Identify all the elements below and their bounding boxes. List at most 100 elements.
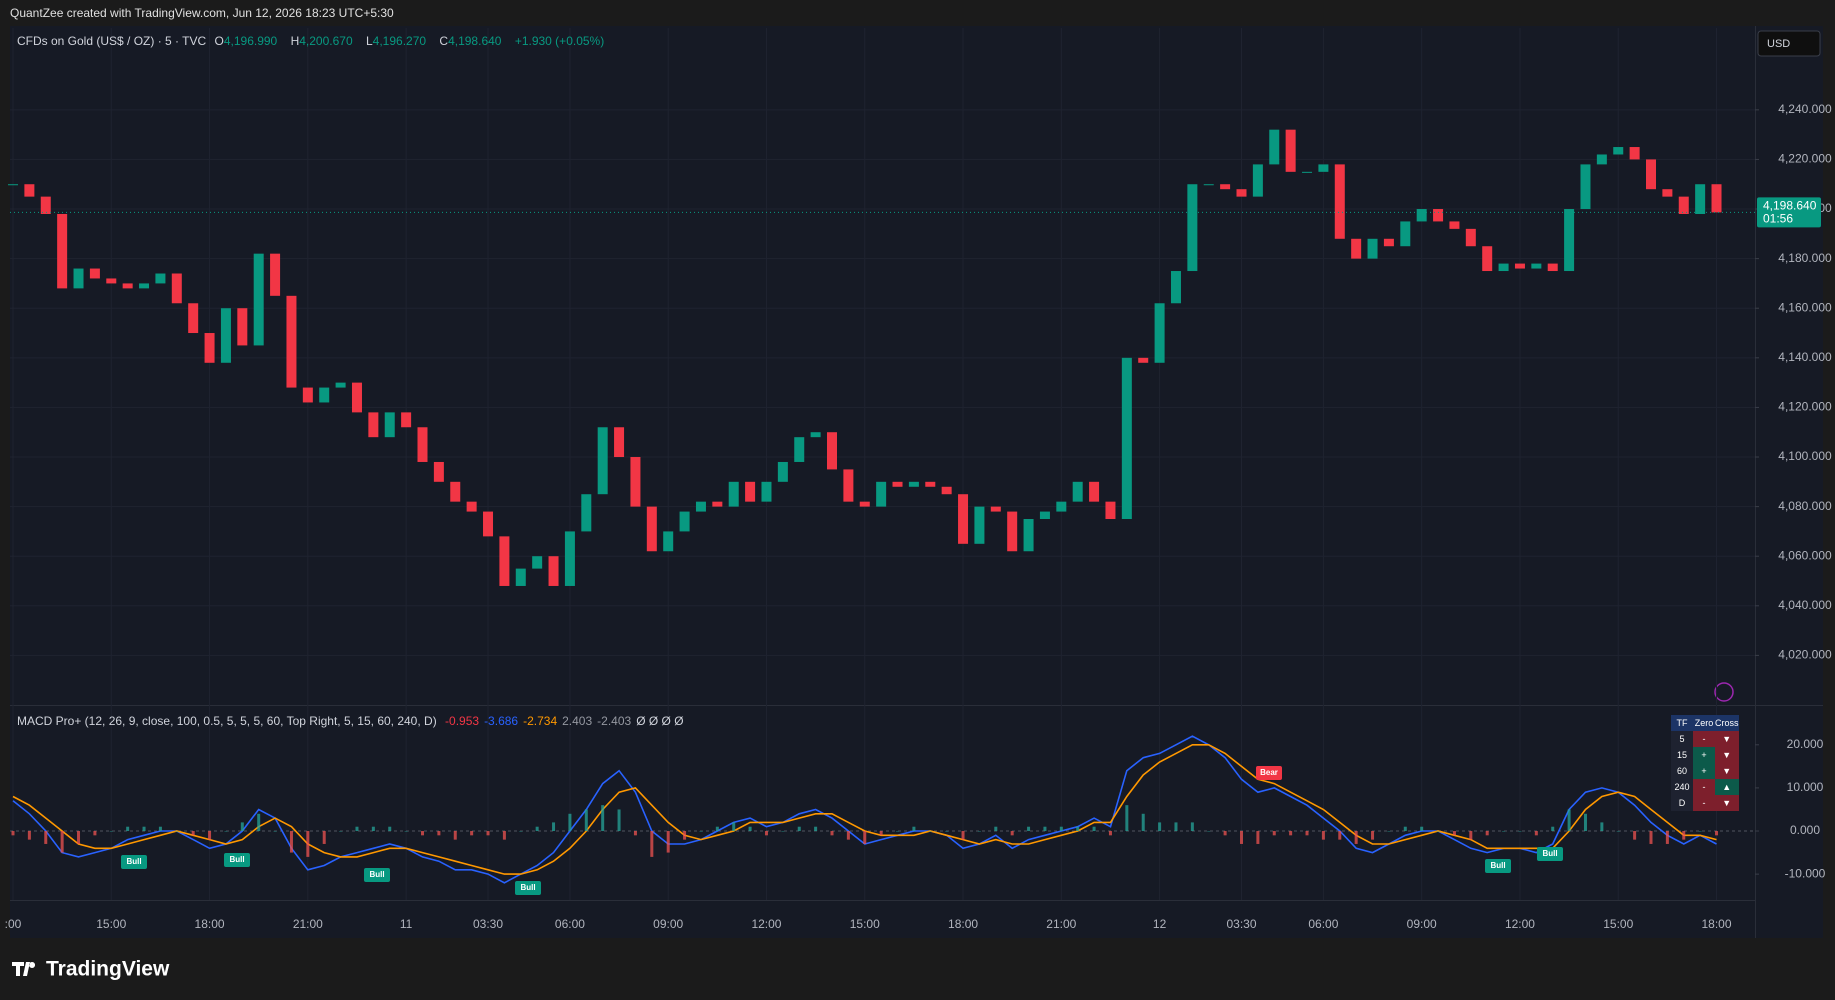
candle	[1662, 189, 1673, 197]
candle	[1465, 228, 1476, 247]
histogram-bar	[470, 831, 474, 836]
signal-label: Bull	[520, 883, 535, 892]
legend-value: -2.734	[523, 714, 558, 728]
candle	[335, 382, 346, 388]
candle	[827, 432, 837, 470]
histogram-bar	[666, 831, 670, 853]
histogram-bar	[1125, 805, 1129, 832]
candle	[171, 273, 182, 304]
y-tick-label: 4,120.000	[1778, 400, 1832, 414]
x-tick-label: 18:00	[195, 917, 225, 931]
y-tick-label: 4,160.000	[1778, 300, 1832, 314]
candle	[1416, 209, 1427, 222]
histogram-bar	[1289, 831, 1293, 836]
histogram-bar	[977, 831, 981, 832]
histogram-bar	[1567, 809, 1571, 832]
table-row: 60 + ▼	[1671, 763, 1739, 779]
candle	[695, 501, 706, 512]
candle	[1334, 164, 1345, 239]
candle	[1514, 263, 1525, 269]
y-tick-label: 4,080.000	[1778, 499, 1832, 513]
x-tick-label: 03:30	[473, 917, 503, 931]
histogram-bar	[453, 831, 457, 840]
currency-box[interactable]	[1757, 30, 1821, 57]
last-price-label: 4,198.640	[1763, 199, 1817, 213]
histogram-bar	[208, 831, 212, 840]
legend-value: 2.403	[562, 714, 593, 728]
table-row: 15 + ▼	[1671, 747, 1739, 763]
macd-legend: MACD Pro+ (12, 26, 9, close, 100, 0.5, 5…	[17, 714, 689, 728]
ohlc-value: 4,198.640	[448, 34, 502, 48]
y-tick-label: 4,020.000	[1778, 648, 1832, 662]
histogram-bar	[191, 831, 195, 836]
indicator-title: MACD Pro+ (12, 26, 9, close, 100, 0.5, 5…	[17, 714, 437, 728]
candle	[1154, 303, 1165, 363]
y-tick-label: 4,180.000	[1778, 251, 1832, 265]
candle	[1039, 511, 1050, 520]
candle	[1482, 246, 1493, 272]
candle	[450, 481, 461, 502]
candle	[990, 506, 1001, 512]
histogram-bar	[273, 831, 277, 832]
cross-cell: ▼	[1715, 747, 1739, 763]
y-tick-label: 4,220.000	[1778, 152, 1832, 166]
legend-value: -2.403	[597, 714, 632, 728]
signal-badge	[1537, 847, 1563, 861]
candle	[908, 481, 919, 487]
histogram-bar	[1698, 831, 1702, 832]
zero-cell: -	[1693, 779, 1715, 795]
histogram-bar	[60, 831, 64, 853]
x-tick-label: 12:00	[751, 917, 781, 931]
table-row: 240- ▲	[1671, 779, 1739, 795]
ohlc-value: 4,200.670	[299, 34, 353, 48]
tf-cell: 240	[1671, 779, 1693, 795]
histogram-bar	[846, 831, 850, 840]
histogram-bar	[961, 831, 965, 840]
x-tick-label: 21:00	[1046, 917, 1076, 931]
histogram-bar	[1158, 822, 1162, 832]
ohlc-value: 4,196.270	[372, 34, 427, 48]
histogram-bar	[912, 826, 916, 832]
candle	[368, 412, 379, 438]
y-tick-label: 4,060.000	[1778, 548, 1832, 562]
candle	[499, 536, 510, 586]
signal-badge	[121, 855, 147, 869]
candle	[401, 412, 412, 428]
currency[interactable]: USD	[1767, 38, 1790, 50]
candle	[1678, 196, 1689, 214]
histogram-bar	[1518, 831, 1522, 832]
histogram-bar	[568, 813, 572, 832]
histogram-bar	[289, 831, 293, 853]
histogram-bar	[44, 831, 48, 844]
candle	[8, 184, 18, 186]
candle	[1252, 164, 1263, 197]
candle	[712, 501, 723, 507]
histogram-bar	[748, 826, 752, 832]
last-price-box	[1757, 197, 1821, 228]
histogram-bar	[1043, 826, 1047, 832]
histogram-bar	[1321, 831, 1325, 840]
histogram-bar	[732, 822, 736, 832]
histogram-bar	[1682, 831, 1686, 840]
candle	[1302, 171, 1313, 173]
candle	[941, 486, 952, 495]
histogram-bar	[1633, 831, 1637, 840]
x-tick-label: 09:00	[653, 917, 683, 931]
zero-cell: -	[1693, 795, 1715, 811]
histogram-bar	[1010, 831, 1014, 836]
candle	[1547, 263, 1558, 272]
cross-cell: ▼	[1715, 731, 1739, 747]
candle	[1121, 357, 1132, 520]
zero-cell: +	[1693, 747, 1715, 763]
candle	[1596, 154, 1607, 165]
histogram-bar	[175, 831, 179, 832]
candle	[24, 184, 35, 197]
candle	[892, 481, 903, 487]
histogram-bar	[224, 831, 228, 832]
alert-icon[interactable]	[1714, 682, 1734, 702]
histogram-bar	[1190, 822, 1194, 832]
histogram-bar	[240, 822, 244, 832]
histogram-bar	[109, 831, 113, 832]
candle	[1498, 263, 1509, 272]
candle	[417, 427, 428, 462]
